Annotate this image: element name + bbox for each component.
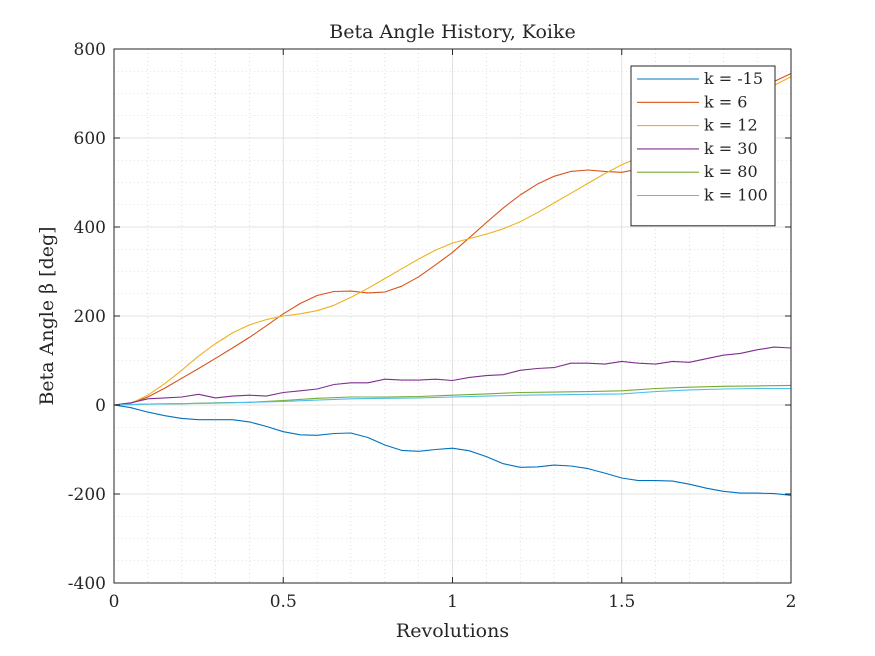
legend-label: k = -15 [704, 69, 763, 88]
x-tick-label: 0 [109, 592, 120, 612]
chart-title: Beta Angle History, Koike [329, 21, 576, 43]
x-tick-label: 2 [786, 592, 797, 612]
legend-label: k = 30 [704, 139, 758, 158]
y-tick-label: -400 [68, 574, 106, 594]
x-axis-label: Revolutions [396, 620, 509, 642]
x-tick-label: 1 [447, 592, 458, 612]
x-tick-label: 1.5 [608, 592, 635, 612]
y-tick-label: 800 [74, 40, 106, 60]
series-line [113, 387, 791, 406]
legend-label: k = 80 [704, 162, 758, 181]
y-tick-label: 400 [74, 218, 106, 238]
legend-label: k = 12 [704, 116, 758, 135]
series-line [113, 346, 792, 406]
y-axis-ticks: -400 -200 0 200 400 600 800 [68, 40, 791, 594]
legend-label: k = 6 [704, 92, 747, 111]
y-tick-label: 0 [95, 396, 106, 416]
y-axis-label: Beta Angle β [deg] [36, 226, 58, 405]
legend-label: k = 100 [704, 186, 768, 205]
y-tick-label: 600 [74, 129, 106, 149]
legend-box [630, 65, 776, 227]
legend: k = -15 k = 6 k = 12 k = 30 k = 80 k = 100 [630, 65, 776, 227]
y-tick-label: 200 [74, 307, 106, 327]
series-line [113, 404, 792, 496]
x-tick-label: 0.5 [270, 592, 297, 612]
x-axis-ticks: 0 0.5 1 1.5 2 [109, 49, 797, 612]
y-tick-label: -200 [68, 485, 106, 505]
